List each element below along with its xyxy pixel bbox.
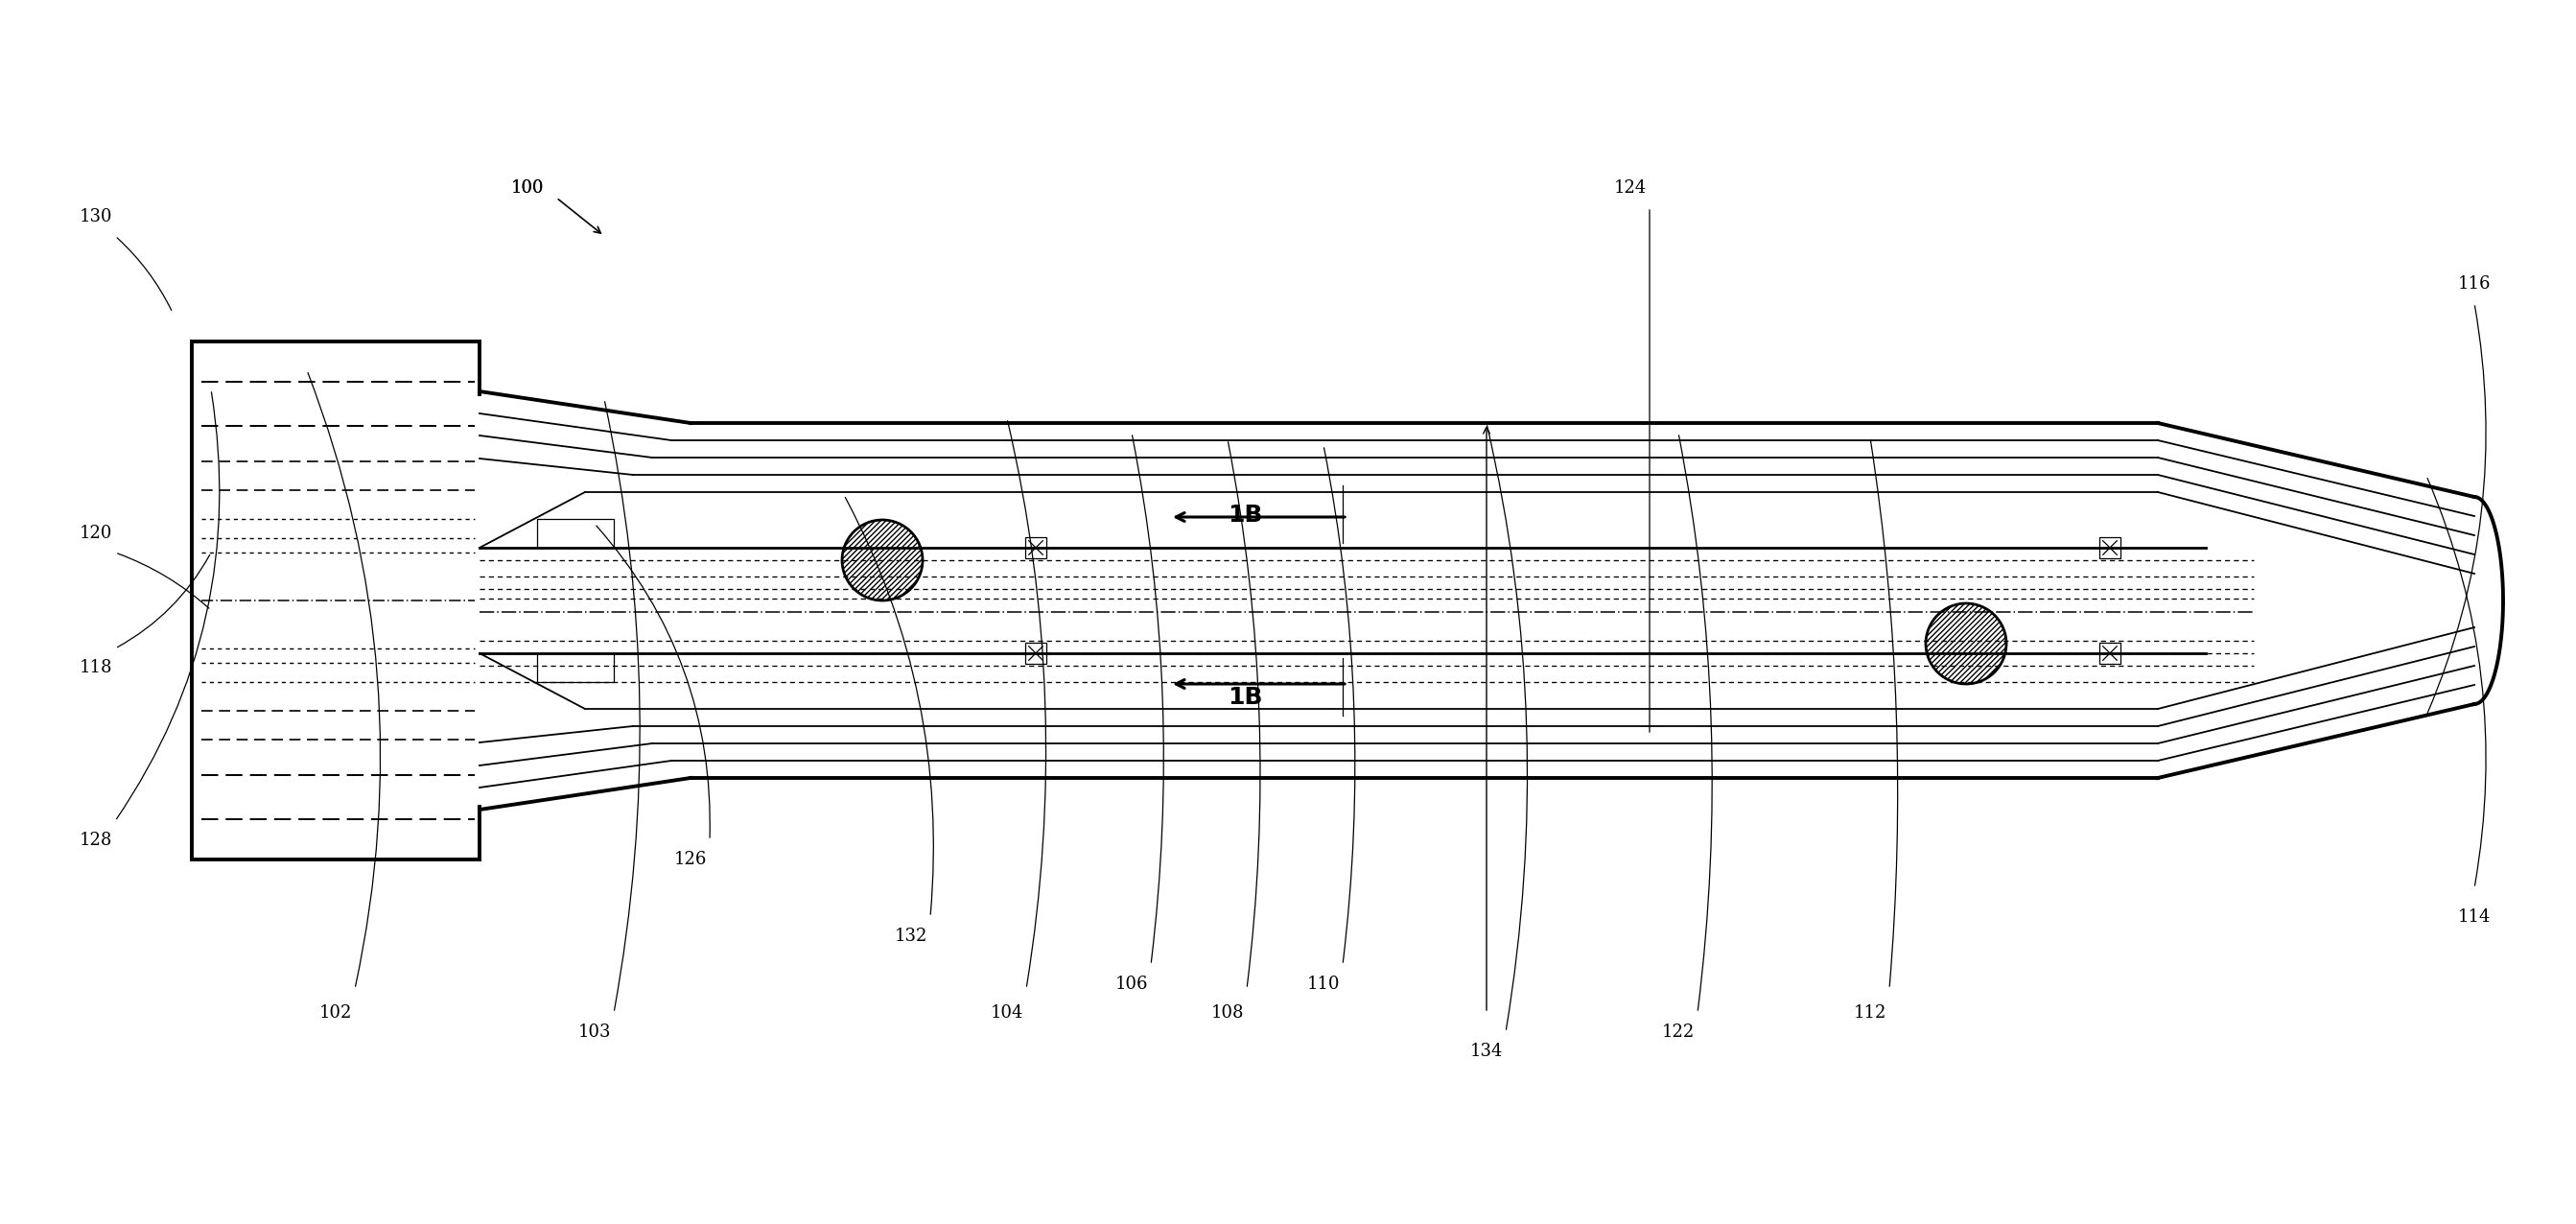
Circle shape [842,520,922,601]
Text: 103: 103 [577,1023,611,1040]
Bar [536,519,613,547]
Text: 124: 124 [1615,180,1646,197]
Bar [536,654,613,682]
Text: 120: 120 [80,525,113,542]
Text: 118: 118 [80,659,113,677]
Text: 130: 130 [80,208,113,225]
Text: 112: 112 [1855,1005,1886,1022]
Text: 1B: 1B [1229,685,1262,709]
Text: 100: 100 [510,180,544,197]
Text: 110: 110 [1306,976,1340,993]
Bar [2099,643,2120,663]
Text: 100: 100 [510,180,544,197]
Text: 102: 102 [319,1005,353,1022]
Text: 128: 128 [80,831,113,849]
Text: 126: 126 [675,851,706,868]
Bar [1025,643,1046,663]
Text: 134: 134 [1471,1043,1502,1060]
Circle shape [1927,603,2007,684]
Text: 104: 104 [992,1005,1023,1022]
Text: 132: 132 [894,928,927,945]
Bar [2099,537,2120,558]
Text: 1B: 1B [1229,503,1262,526]
Text: 116: 116 [2458,275,2491,293]
Text: 114: 114 [2458,908,2491,925]
Bar [1025,537,1046,558]
Text: 122: 122 [1662,1023,1695,1040]
Text: 106: 106 [1115,976,1149,993]
Text: 108: 108 [1211,1005,1244,1022]
